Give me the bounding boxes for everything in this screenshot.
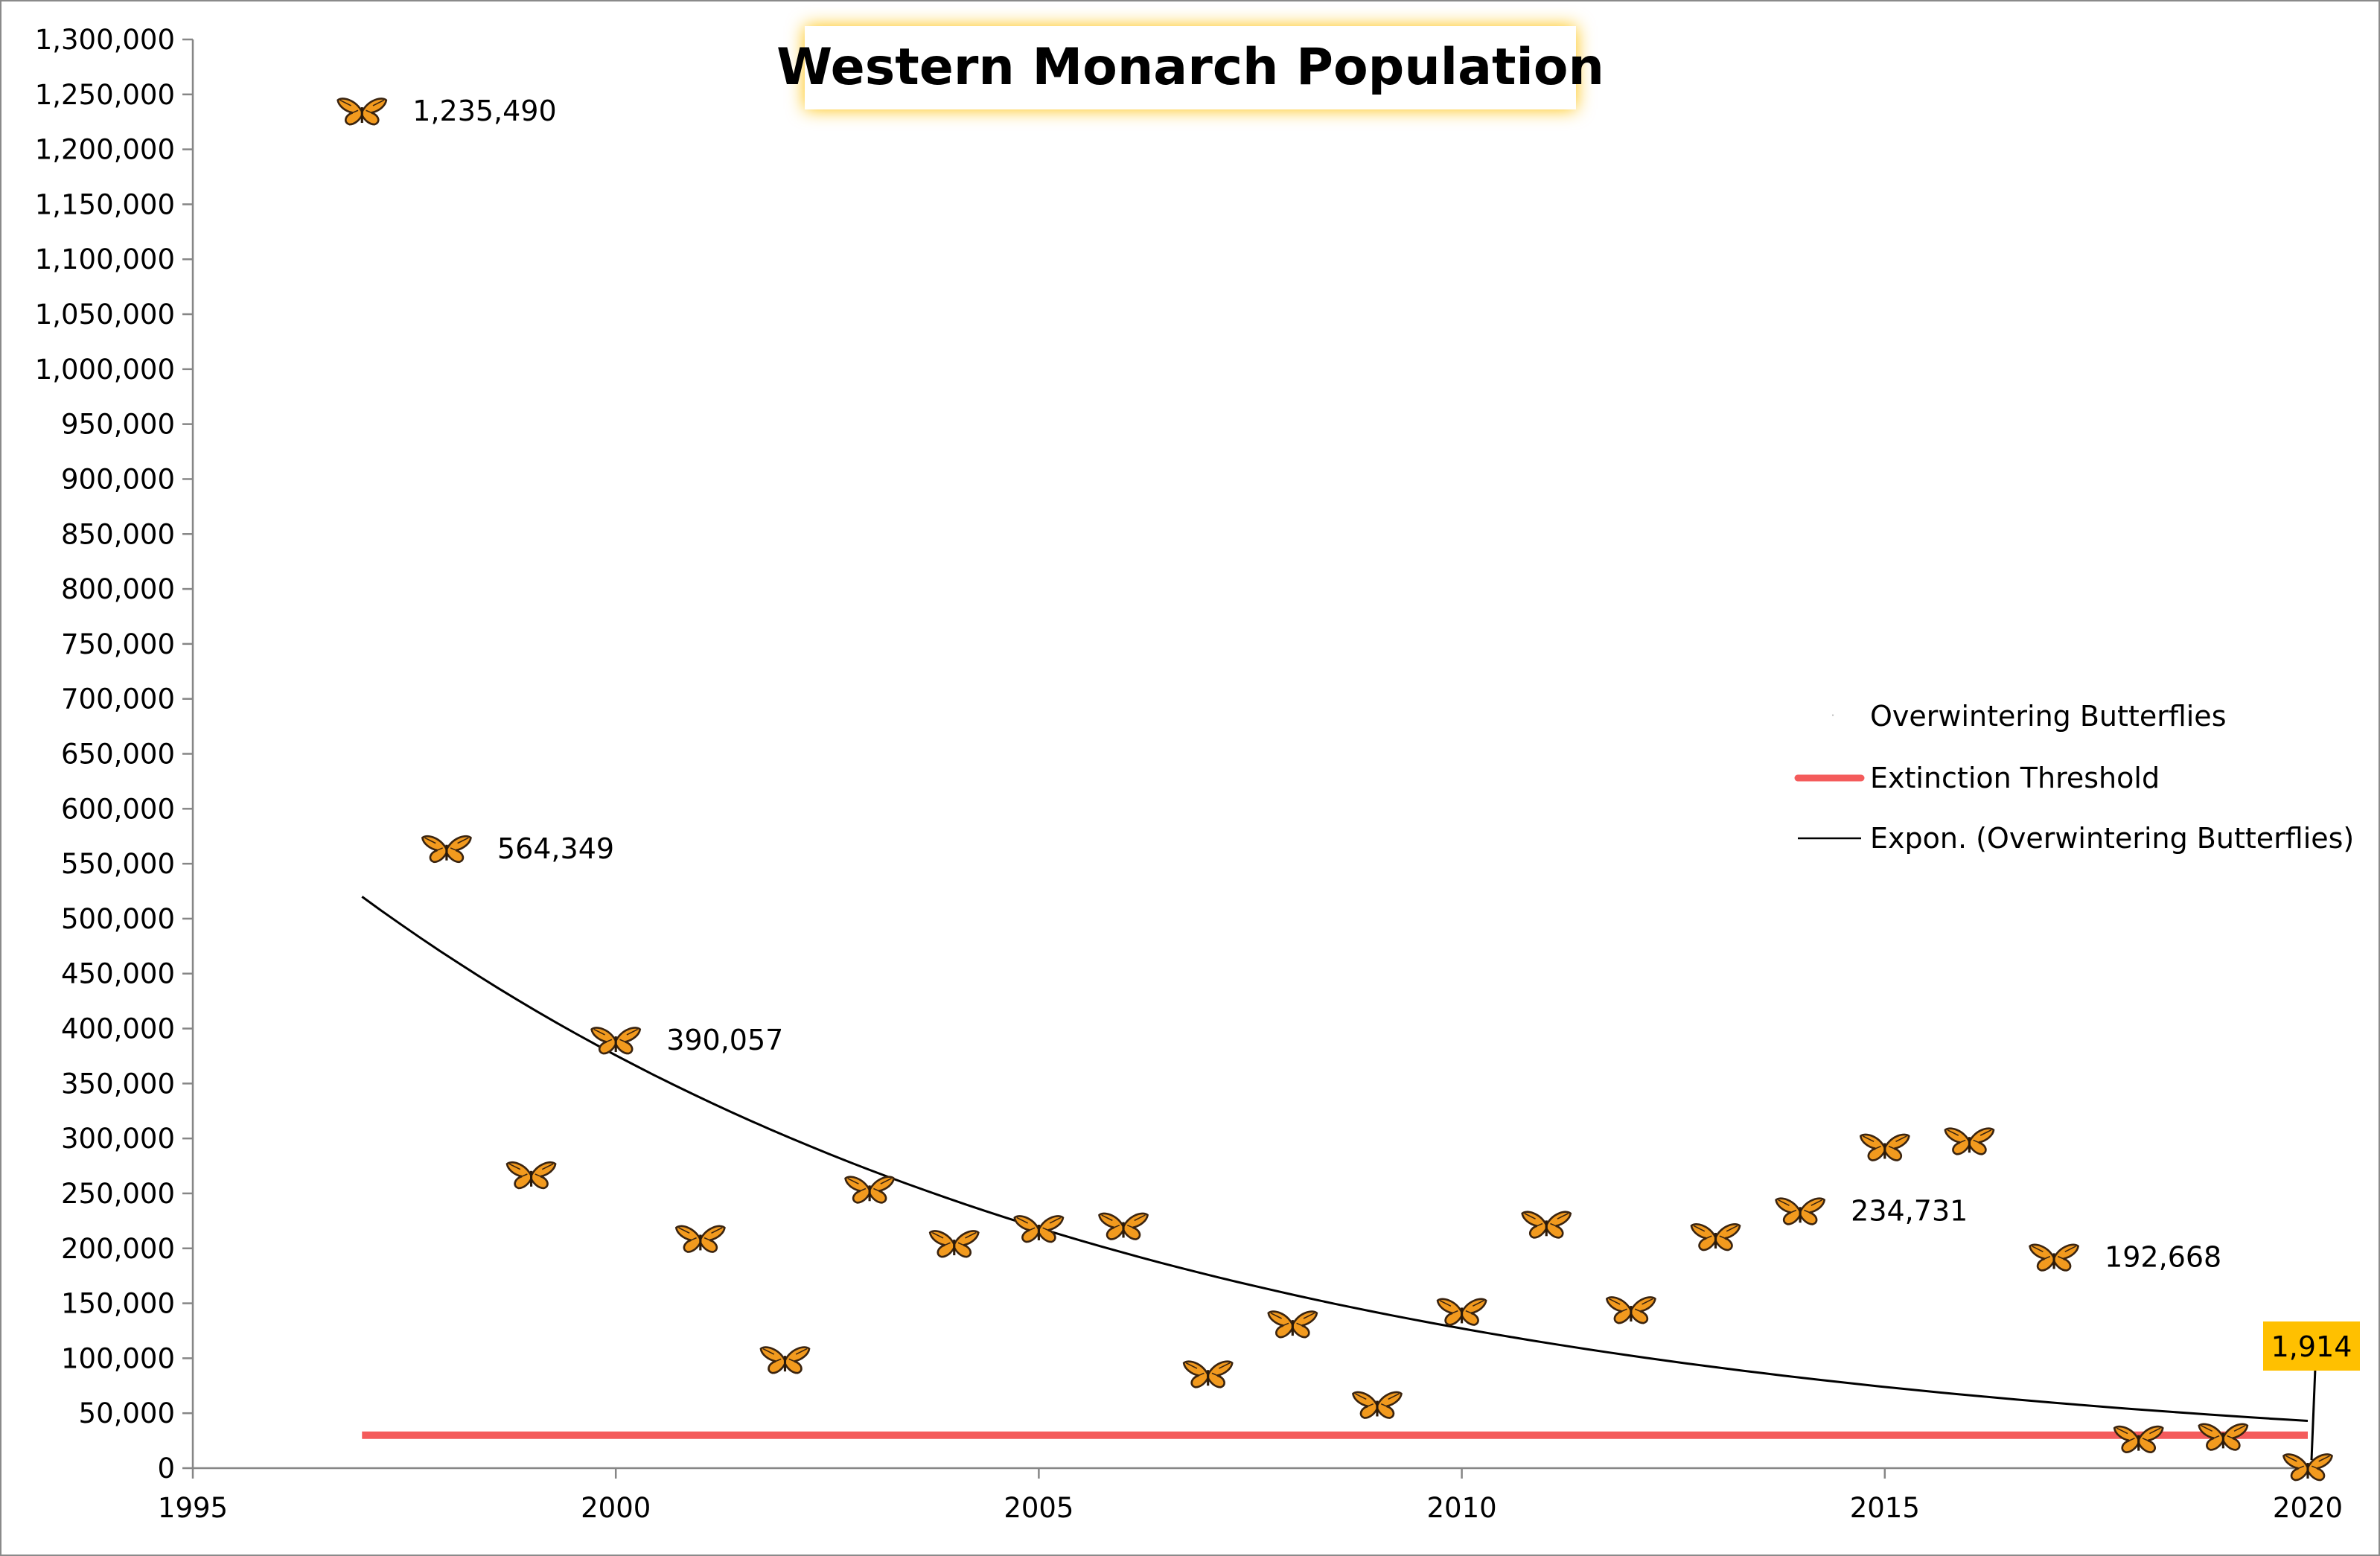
y-tick-label: 100,000: [61, 1342, 175, 1374]
y-tick-label: 1,100,000: [35, 243, 175, 275]
legend: · Overwintering Butterflies Extinction T…: [1794, 700, 2354, 855]
butterfly-icon: [590, 1026, 642, 1055]
legend-marker-butterflies: ·: [1831, 707, 1835, 724]
x-tick-label: 2015: [1850, 1492, 1920, 1524]
chart-title: Western Monarch Population: [776, 26, 1604, 109]
butterfly-icon: [2282, 1453, 2334, 1482]
butterfly-icon: [674, 1225, 726, 1254]
butterfly-icon: [1351, 1391, 1403, 1420]
x-tick-label: 2000: [581, 1492, 651, 1524]
butterfly-icon: [1267, 1310, 1318, 1339]
data-label: 234,731: [1851, 1195, 1968, 1228]
legend-label-trendline: Expon. (Overwintering Butterflies): [1870, 822, 2354, 855]
y-tick-label: 900,000: [61, 463, 175, 495]
x-tick-label: 2005: [1004, 1492, 1073, 1524]
y-tick-label: 250,000: [61, 1178, 175, 1210]
y-tick-label: 500,000: [61, 903, 175, 935]
y-tick-label: 50,000: [79, 1397, 175, 1429]
legend-label-butterflies: Overwintering Butterflies: [1870, 700, 2227, 733]
x-tick-label: 2010: [1427, 1492, 1497, 1524]
legend-label-threshold: Extinction Threshold: [1870, 762, 2160, 794]
y-tick-label: 800,000: [61, 573, 175, 605]
butterfly-icon: [1605, 1295, 1657, 1324]
butterfly-icon: [1013, 1214, 1065, 1243]
y-tick-label: 750,000: [61, 628, 175, 660]
y-tick-label: 1,200,000: [35, 134, 175, 166]
butterfly-icon: [421, 835, 473, 864]
y-tick-label: 400,000: [61, 1013, 175, 1045]
axes: 0 50,000 100,000 150,000 200,000 250,000 300,0…: [35, 24, 2343, 1524]
title-text: Western Monarch Population: [776, 38, 1604, 97]
x-tick-label: 1995: [158, 1492, 228, 1524]
butterfly-icon: [1182, 1360, 1234, 1388]
data-label-highlight-box: [2263, 1321, 2360, 1371]
butterfly-icon: [759, 1345, 811, 1374]
y-tick-label: 450,000: [61, 958, 175, 990]
butterfly-icon: [1775, 1197, 1826, 1225]
y-tick-label: 600,000: [61, 793, 175, 825]
butterfly-icon: [1521, 1211, 1572, 1239]
y-tick-label: 150,000: [61, 1288, 175, 1320]
y-tick-label: 950,000: [61, 409, 175, 441]
exponential-trendline: [361, 896, 2309, 1422]
butterfly-icon: [1690, 1222, 1741, 1252]
data-label: 1,235,490: [412, 95, 556, 127]
y-tick-label: 1,000,000: [35, 354, 175, 386]
data-label: 390,057: [666, 1024, 783, 1056]
butterfly-icon: [2028, 1243, 2080, 1272]
butterfly-icon: [505, 1161, 557, 1190]
y-tick-label: 1,050,000: [35, 299, 175, 331]
data-label-leader-line: [2310, 1368, 2317, 1461]
y-tick-label: 0: [157, 1453, 175, 1485]
title-box: [805, 26, 1576, 109]
data-label: 564,349: [497, 832, 614, 865]
y-tick-label: 1,150,000: [35, 188, 175, 220]
data-label: 192,668: [2105, 1241, 2221, 1274]
y-tick-label: 300,000: [61, 1123, 175, 1155]
y-tick-label: 200,000: [61, 1233, 175, 1265]
x-tick-label: 2020: [2273, 1492, 2343, 1524]
data-label: 1,914: [2271, 1330, 2352, 1363]
y-tick-label: 350,000: [61, 1068, 175, 1100]
y-tick-label: 1,300,000: [35, 24, 175, 56]
butterfly-icon: [336, 97, 388, 126]
y-tick-label: 1,250,000: [35, 79, 175, 111]
butterfly-icon: [1859, 1133, 1910, 1162]
marks: 1,235,490 564,349 390,057 234,731 192,668 1,9…: [336, 95, 2360, 1482]
butterfly-icon: [1944, 1127, 1995, 1155]
y-tick-label: 850,000: [61, 518, 175, 550]
butterfly-icon: [928, 1229, 980, 1258]
butterfly-icon: [1436, 1298, 1487, 1327]
y-tick-label: 550,000: [61, 848, 175, 880]
butterfly-icon: [2113, 1425, 2164, 1454]
butterfly-icon: [843, 1176, 896, 1204]
y-tick-label: 650,000: [61, 739, 175, 771]
y-tick-label: 700,000: [61, 683, 175, 715]
butterfly-icon: [1097, 1212, 1149, 1241]
